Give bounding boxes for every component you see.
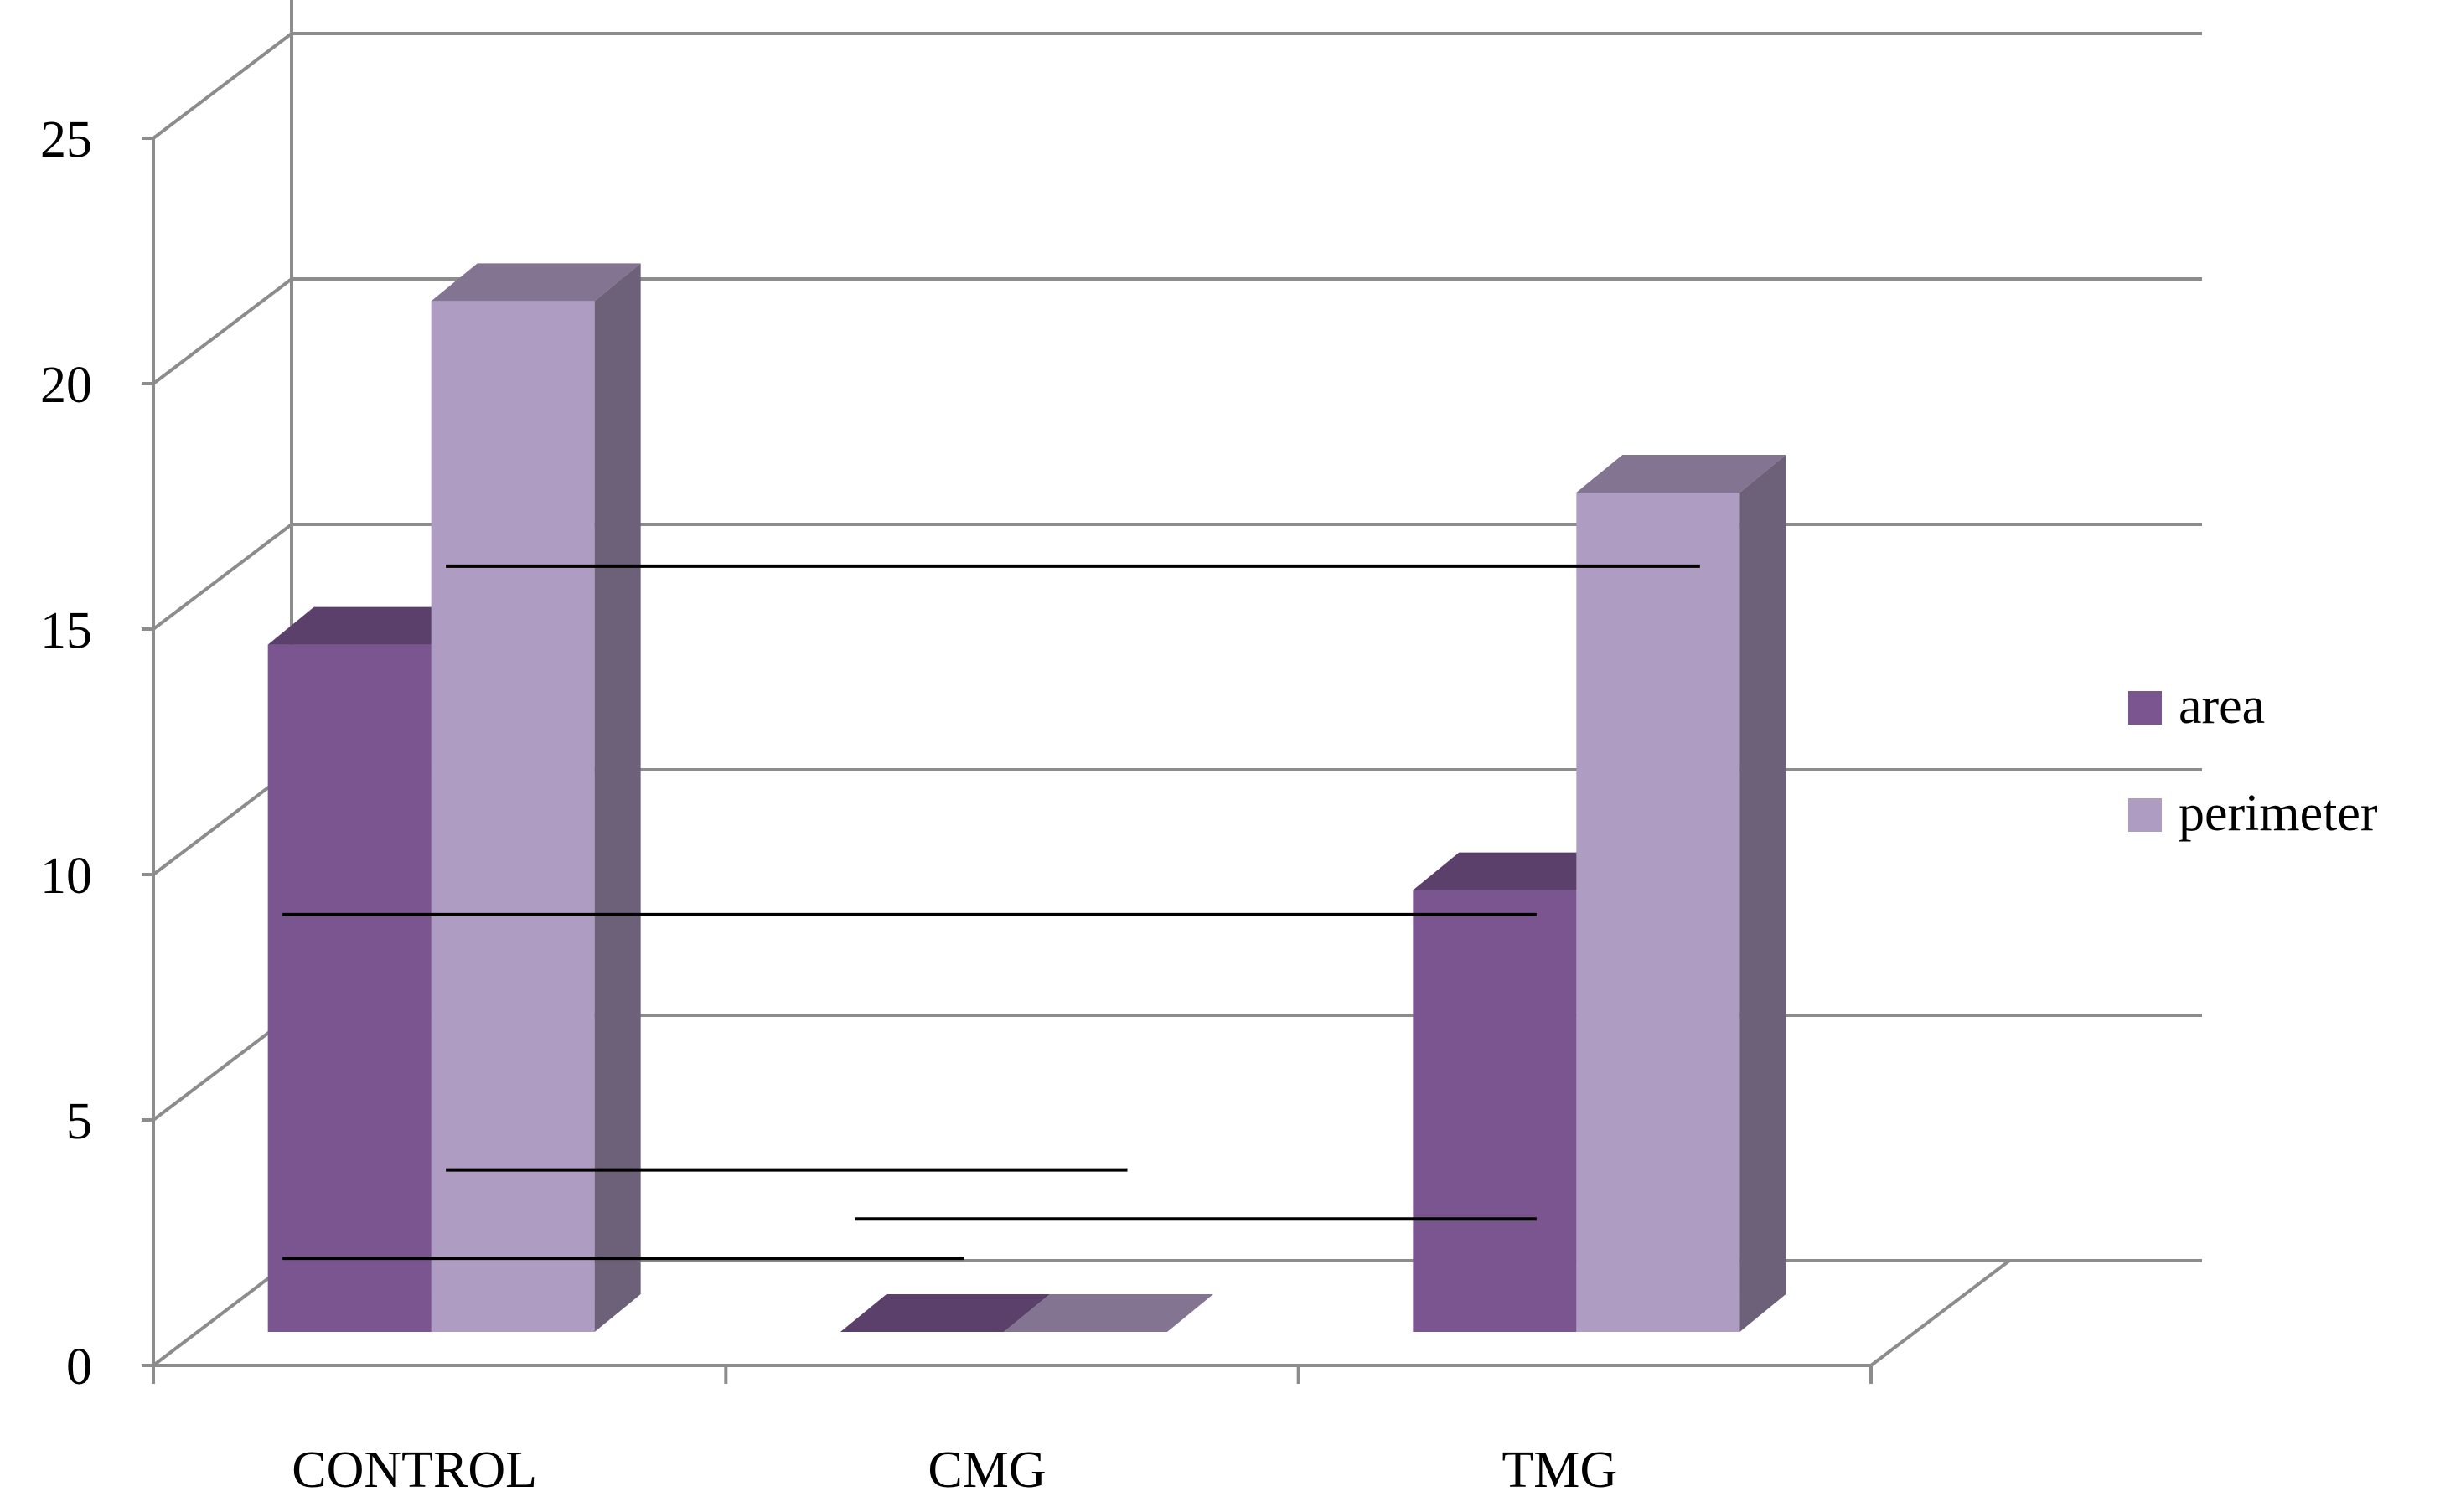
legend-label-area: area [2179,678,2265,735]
bar-perimeter-cmg [1004,1294,1213,1332]
y-tick-label: 15 [40,602,92,659]
y-tick-labels: 0 5 10 15 20 25 [40,111,92,1396]
bars [267,263,1786,1333]
bar-top-face [431,263,641,302]
bar-front-face [1576,492,1740,1332]
bar-top-face [1576,454,1786,493]
bar-top-face [840,1294,1050,1332]
bar-top-face [1004,1294,1213,1332]
side-gridline-20 [152,277,293,385]
x-category-label-cmg: CMG [928,1442,1046,1499]
bar-front-face [1413,890,1577,1332]
bar-front-face [267,644,432,1332]
significance-lines [282,564,1700,1261]
y-tick-label: 10 [40,848,92,905]
bar-top-face [1413,852,1623,890]
y-tick-label: 5 [66,1093,92,1150]
bar-top-face [267,606,478,645]
bar-perimeter-control [431,263,641,1332]
x-category-label-control: CONTROL [292,1442,537,1499]
y-tick-label: 25 [40,111,92,168]
legend-swatch-perimeter [2128,798,2162,832]
y-tick-label: 0 [66,1339,92,1396]
bar-side-face [594,263,641,1332]
legend: area perimeter [2128,678,2378,842]
legend-swatch-area [2128,691,2162,725]
category-labels: CONTROL CMG TMG [292,1442,1617,1499]
bar-side-face [1739,454,1786,1333]
x-category-label-tmg: TMG [1502,1442,1617,1499]
bar-front-face [431,301,595,1332]
legend-label-perimeter: perimeter [2179,785,2378,842]
y-tick-label: 20 [40,357,92,414]
side-gridline-25 [152,32,293,140]
bar-area-cmg [840,1294,1050,1332]
floor-right-edge [1869,1259,2011,1367]
side-gridline-15 [152,523,293,631]
bar-perimeter-tmg [1576,454,1786,1333]
